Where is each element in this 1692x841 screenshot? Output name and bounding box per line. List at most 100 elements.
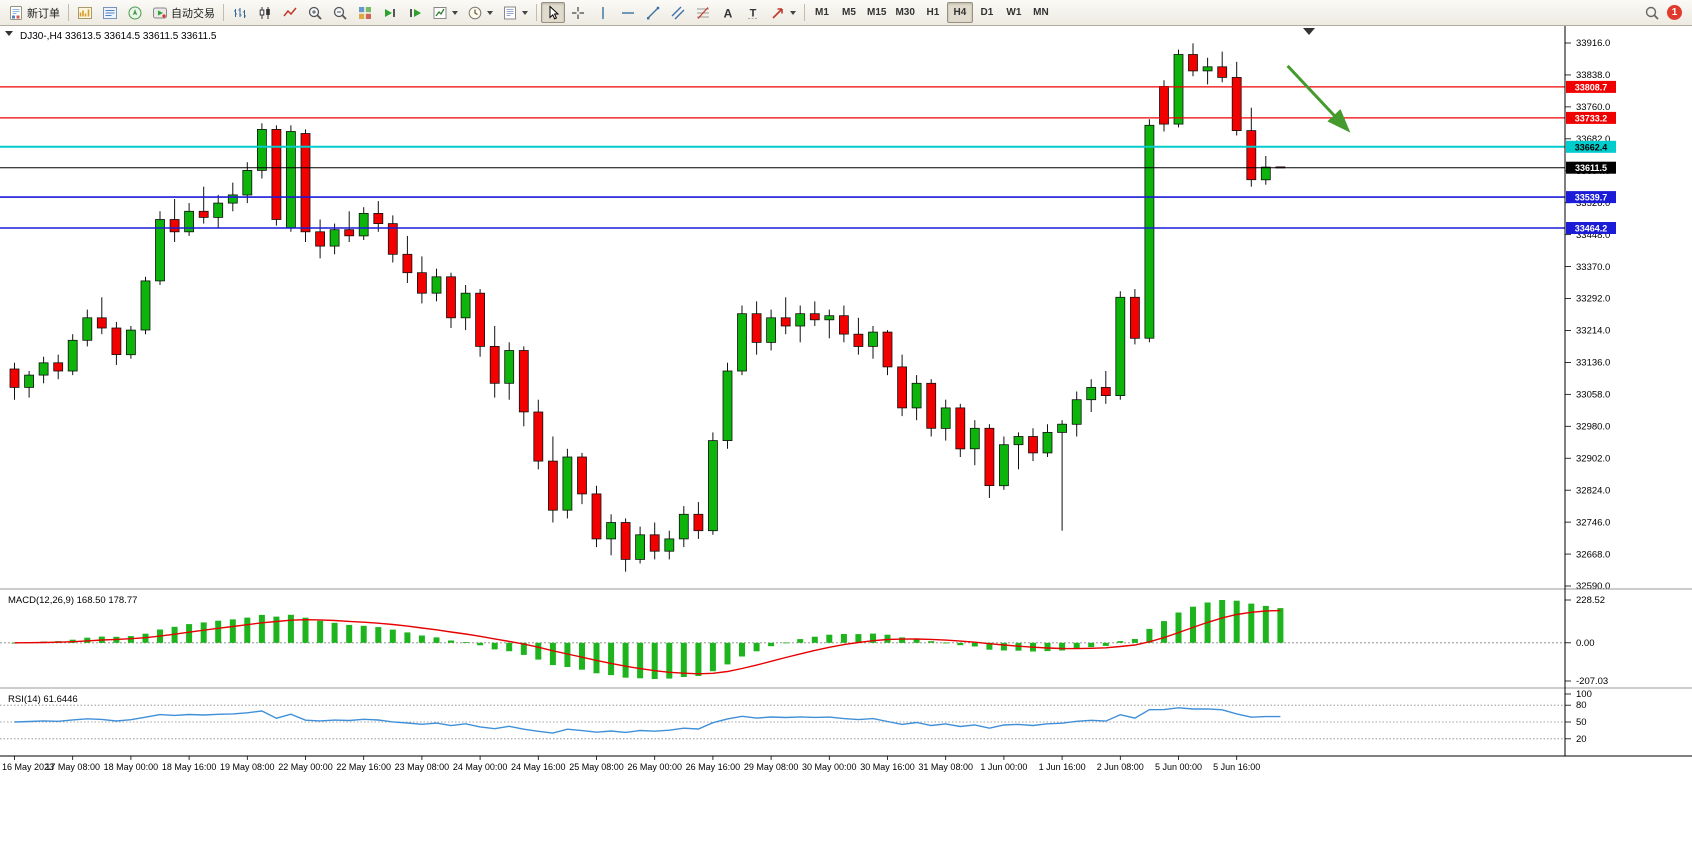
tile-windows-icon: [359, 6, 371, 19]
arrows-tool-button[interactable]: [766, 2, 800, 23]
candle-body: [446, 276, 456, 319]
macd-histogram-bar: [418, 635, 425, 643]
candle-body: [620, 522, 631, 560]
macd-histogram-bar: [811, 636, 818, 643]
candle-body: [24, 374, 35, 388]
horizontal-line-tool-button[interactable]: [616, 2, 640, 23]
candle-body: [9, 368, 20, 388]
text-tool-button[interactable]: A: [716, 2, 740, 23]
candle-body: [1130, 296, 1140, 339]
macd-histogram-bar: [826, 634, 833, 643]
price-tick-label: 32980.0: [1576, 422, 1610, 433]
macd-histogram-bar: [971, 642, 978, 647]
candle-body: [256, 129, 267, 171]
candle-body: [126, 329, 136, 356]
fibonacci-tool-button[interactable]: [691, 2, 715, 23]
macd-histogram-bar: [287, 614, 294, 643]
chart-canvas[interactable]: 33916.033838.033760.033682.033604.033526…: [0, 26, 1692, 841]
timeframe-m1-button[interactable]: M1: [809, 2, 835, 23]
chart-window: 33916.033838.033760.033682.033604.033526…: [0, 26, 1692, 841]
price-tick-label: 33916.0: [1576, 38, 1610, 49]
crosshair-tool-button[interactable]: [566, 2, 590, 23]
price-tag-label: 33662.4: [1575, 142, 1608, 152]
price-tick-label: 33448.0: [1576, 230, 1610, 241]
macd-histogram-bar: [666, 642, 673, 679]
time-tick-label: 17 May 08:00: [45, 762, 100, 772]
macd-histogram-bar: [1059, 642, 1066, 651]
trend-arrow[interactable]: [1286, 64, 1351, 133]
time-tick-label: 24 May 00:00: [453, 762, 508, 772]
zoom-in-button[interactable]: [303, 2, 327, 23]
line-chart-button[interactable]: [278, 2, 302, 23]
macd-histogram-bar: [273, 616, 280, 643]
macd-histogram-bar: [899, 637, 906, 643]
chart-shift-marker[interactable]: [1303, 28, 1315, 35]
timeframe-m15-button[interactable]: M15: [863, 2, 890, 23]
cursor-tool-button[interactable]: [541, 2, 565, 23]
macd-signal-line: [14, 609, 1281, 675]
data-window-button[interactable]: [98, 2, 122, 23]
notification-badge[interactable]: 1: [1667, 5, 1682, 20]
macd-histogram-bar: [1088, 642, 1095, 648]
macd-histogram-bar: [579, 642, 585, 670]
macd-histogram-bar: [1073, 642, 1080, 649]
timeframe-m30-button[interactable]: M30: [891, 2, 918, 23]
macd-histogram-bar: [680, 642, 687, 677]
candle-body: [431, 276, 442, 294]
bar-chart-button[interactable]: [228, 2, 252, 23]
toolbar-separator: [68, 4, 69, 21]
auto-scroll-button[interactable]: [378, 2, 402, 23]
horizontal-line-icon: [622, 11, 634, 14]
chart-shift-button[interactable]: [403, 2, 427, 23]
macd-histogram-bar: [433, 637, 440, 643]
autotrading-label: 自动交易: [171, 7, 215, 20]
timeframe-w1-button[interactable]: W1: [1001, 2, 1027, 23]
candle-body: [67, 339, 78, 372]
price-tag-label: 33808.7: [1575, 82, 1608, 92]
time-tick-label: 18 May 00:00: [104, 762, 159, 772]
objects-collapse-icon[interactable]: [5, 31, 13, 36]
price-tag: [1566, 140, 1616, 153]
dropdown-caret-icon: [487, 10, 493, 15]
timeframe-h4-button[interactable]: H4: [946, 2, 973, 23]
macd-histogram-bar: [840, 634, 847, 643]
macd-histogram-bar: [258, 614, 265, 643]
macd-histogram-bar: [797, 639, 804, 643]
cursor-icon: [549, 4, 560, 19]
navigator-button[interactable]: [123, 2, 147, 23]
macd-histogram-bar: [360, 625, 367, 643]
channel-tool-button[interactable]: [666, 2, 690, 23]
macd-histogram-bar: [215, 620, 222, 643]
vertical-line-tool-button[interactable]: [591, 2, 615, 23]
candle-body: [271, 129, 282, 220]
timeframe-d1-button[interactable]: D1: [974, 2, 1000, 23]
new-order-label: 新订单: [27, 7, 60, 20]
timeframe-mn-button[interactable]: MN: [1028, 2, 1054, 23]
candle-body: [96, 317, 107, 329]
candle-body: [577, 456, 587, 495]
new-order-button[interactable]: 新订单: [4, 2, 64, 23]
toolbar-separator: [536, 4, 537, 21]
text-label-tool-button[interactable]: T: [741, 2, 765, 23]
profiles-button[interactable]: [463, 2, 497, 23]
templates-button[interactable]: [498, 2, 532, 23]
trendline-tool-button[interactable]: [641, 2, 665, 23]
time-tick-label: 1 Jun 16:00: [1039, 762, 1086, 772]
time-tick-label: 30 May 00:00: [802, 762, 857, 772]
candle-body: [1260, 166, 1271, 181]
search-button[interactable]: [1640, 2, 1664, 23]
candle-body: [489, 345, 500, 384]
new-chart-button[interactable]: [428, 2, 462, 23]
tile-windows-button[interactable]: [353, 2, 377, 23]
candlestick-chart-button[interactable]: [253, 2, 277, 23]
zoom-out-button[interactable]: [328, 2, 352, 23]
timeframe-h1-button[interactable]: H1: [920, 2, 946, 23]
candle-body: [1100, 386, 1111, 396]
market-watch-button[interactable]: [73, 2, 97, 23]
autotrading-button[interactable]: 自动交易: [148, 2, 219, 23]
macd-histogram-bar: [870, 633, 876, 643]
chart-shift-icon: [410, 8, 421, 17]
timeframe-m5-button[interactable]: M5: [836, 2, 862, 23]
templates-icon: [504, 6, 516, 19]
